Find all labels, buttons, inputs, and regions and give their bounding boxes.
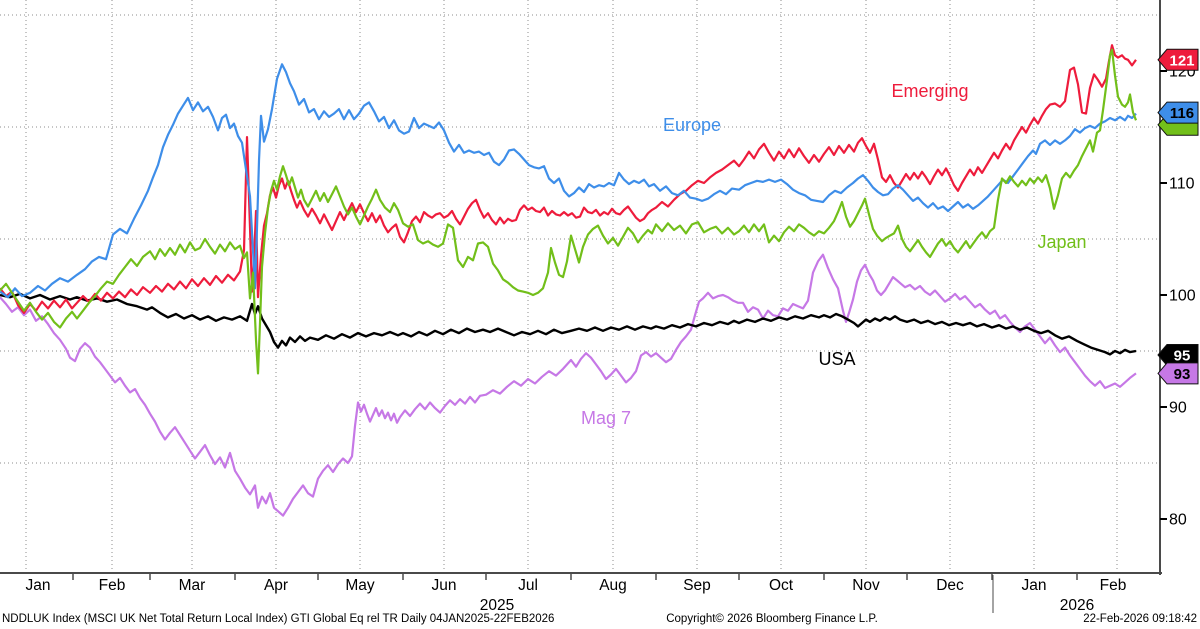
series-line-emerging [0,44,1137,314]
series-label-emerging: Emerging [891,81,968,101]
x-axis-month-label: Dec [936,577,964,594]
series-line-europe [0,63,1137,299]
x-axis-month-label: Nov [852,577,880,594]
price-tag-label-usa: 95 [1174,348,1191,365]
chart-footer-copyright: Copyright© 2026 Bloomberg Finance L.P. [666,613,878,625]
series-line-japan [0,48,1138,375]
x-axis-month-label: Jun [432,577,457,594]
price-tag-usa [1157,344,1199,366]
x-axis-month-label: Apr [264,577,288,594]
x-axis-month-label: Aug [599,577,627,594]
y-axis-tick-label: 80 [1169,512,1187,529]
x-axis-month-label: Sep [683,577,711,594]
price-tag-mag7 [1157,362,1199,385]
chart-footer-timestamp: 22-Feb-2026 09:18:42 [1083,613,1197,625]
x-axis-month-label: Jan [1022,577,1047,594]
x-axis-year-label: 2025 [480,597,514,614]
price-tag-europe [1157,101,1199,124]
x-axis-month-label: Feb [99,577,126,594]
x-axis-month-label: Oct [769,577,794,594]
price-tag-label-emerging: 121 [1169,52,1194,69]
series-line-mag7 [0,253,1137,517]
x-axis-month-label: Feb [1100,577,1127,594]
x-axis-month-label: Jul [518,577,538,594]
y-axis-tick-label: 110 [1169,176,1195,193]
series-label-europe: Europe [663,115,721,135]
price-tag-emerging [1157,48,1199,71]
price-tag-label-europe: 116 [1170,105,1194,122]
y-axis-tick-label: 100 [1169,288,1196,305]
series-line-usa [0,292,1137,356]
x-axis-year-label: 2026 [1060,597,1094,614]
y-axis-tick-label: 90 [1169,400,1187,417]
series-label-japan: Japan [1037,232,1086,252]
series-label-usa: USA [818,349,855,369]
price-tag-label-mag7: 93 [1174,366,1191,383]
x-axis-month-label: May [345,577,375,594]
x-axis-month-label: Jan [26,577,51,594]
series-label-mag7: Mag 7 [581,408,631,428]
x-axis-month-label: Mar [179,577,206,594]
chart-footer-index-description: NDDLUK Index (MSCI UK Net Total Return L… [2,613,555,625]
